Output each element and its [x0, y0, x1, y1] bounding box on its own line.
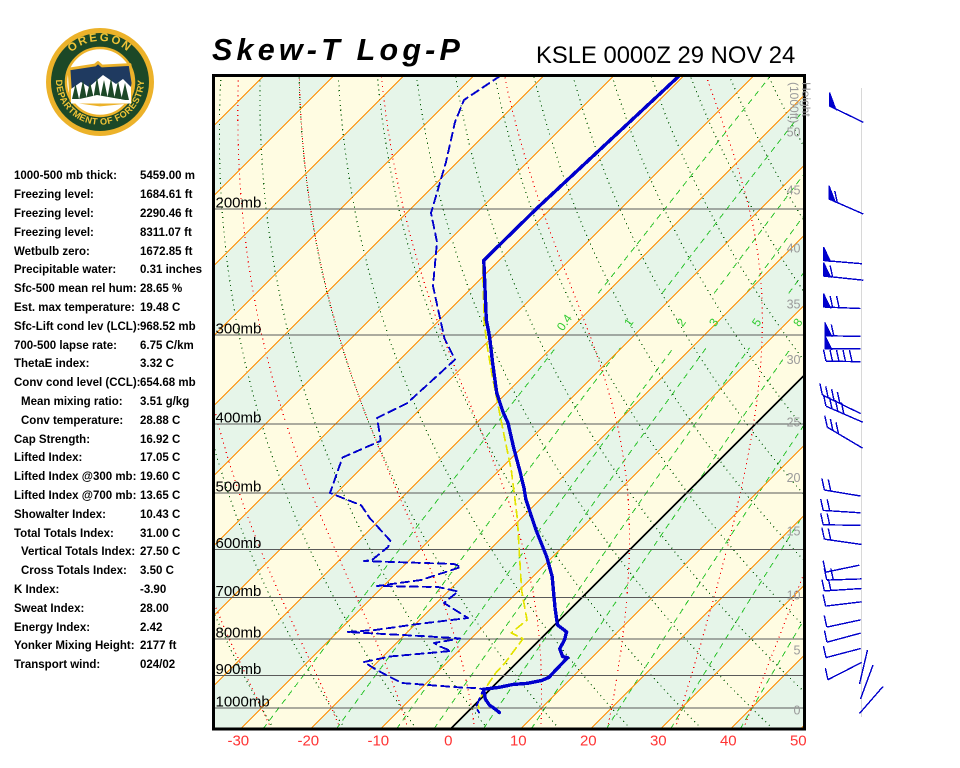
svg-text:20: 20 [787, 471, 801, 485]
svg-text:5: 5 [794, 644, 801, 658]
svg-text:20: 20 [580, 733, 597, 750]
svg-text:25: 25 [787, 416, 801, 430]
svg-text:Height: Height [799, 82, 813, 117]
svg-text:500mb: 500mb [216, 479, 262, 496]
svg-text:10: 10 [787, 589, 801, 603]
svg-text:800mb: 800mb [216, 624, 262, 641]
svg-text:0: 0 [794, 704, 801, 718]
svg-text:200mb: 200mb [216, 195, 262, 212]
svg-text:600mb: 600mb [216, 535, 262, 552]
svg-text:700mb: 700mb [216, 583, 262, 600]
svg-text:900mb: 900mb [216, 661, 262, 678]
svg-text:40: 40 [720, 733, 737, 750]
svg-text:(1000ft): (1000ft) [787, 82, 801, 123]
svg-text:40: 40 [787, 242, 801, 256]
svg-text:-10: -10 [367, 733, 389, 750]
svg-text:300mb: 300mb [216, 320, 262, 337]
svg-text:0: 0 [444, 733, 452, 750]
svg-text:400mb: 400mb [216, 410, 262, 427]
svg-text:30: 30 [650, 733, 667, 750]
svg-text:15: 15 [787, 525, 801, 539]
svg-text:-30: -30 [227, 733, 249, 750]
svg-text:10: 10 [510, 733, 527, 750]
svg-text:-20: -20 [297, 733, 319, 750]
svg-text:50: 50 [787, 126, 801, 140]
svg-text:35: 35 [787, 298, 801, 312]
svg-text:1000mb: 1000mb [216, 694, 270, 711]
svg-text:45: 45 [787, 184, 801, 198]
svg-text:30: 30 [787, 353, 801, 367]
svg-text:50: 50 [790, 733, 807, 750]
